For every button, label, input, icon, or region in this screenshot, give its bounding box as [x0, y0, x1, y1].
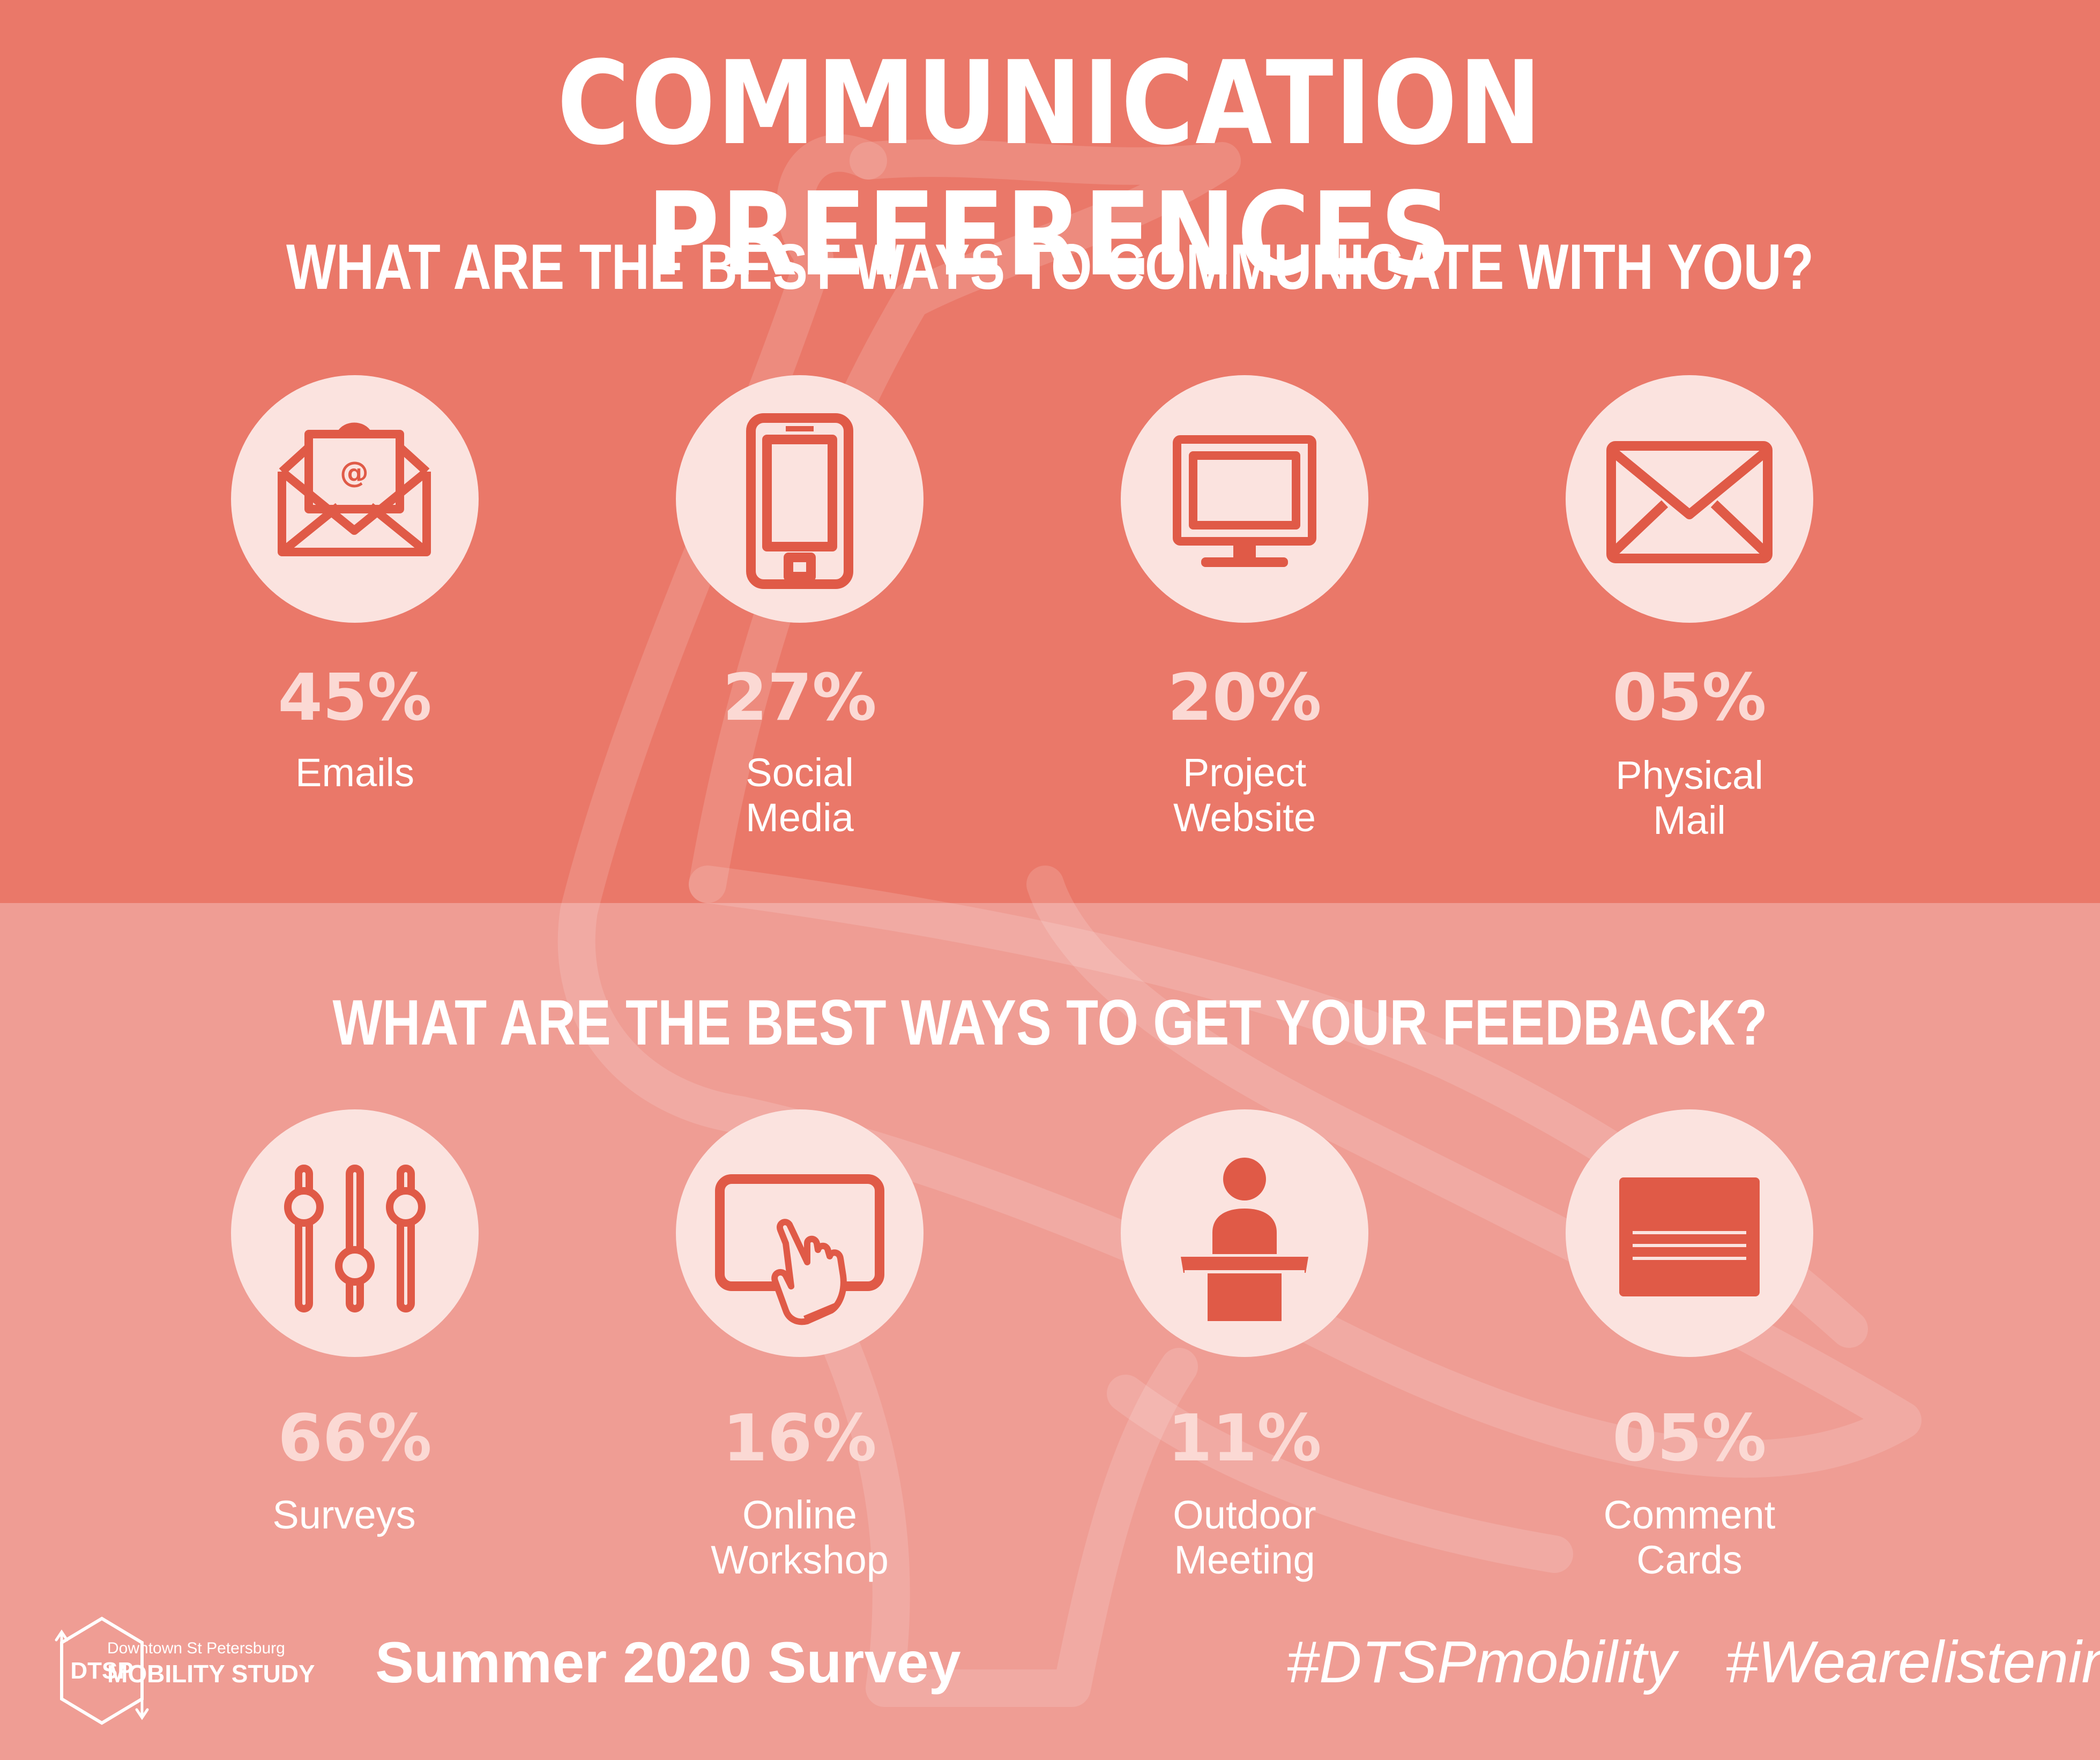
stat-label: Social Media [746, 750, 854, 840]
section1-question: WHAT ARE THE BEST WAYS TO COMMUNICATE WI… [286, 231, 1814, 303]
smartphone-icon [676, 375, 924, 623]
stat-label: Outdoor Meeting [1173, 1493, 1316, 1582]
stat-label: Emails [295, 750, 415, 795]
stat-percent: 45% [278, 661, 432, 735]
stat-percent: 27% [723, 661, 877, 735]
podium-icon [1121, 1109, 1368, 1357]
touchscreen-icon [676, 1109, 924, 1357]
stat-percent: 05% [1612, 661, 1767, 735]
stat-label: Online Workshop [711, 1493, 889, 1582]
stat-percent: 20% [1167, 661, 1322, 735]
stat-percent: 05% [1612, 1401, 1767, 1476]
sliders-icon [231, 1109, 479, 1357]
survey-label: Summer 2020 Survey [375, 1630, 961, 1695]
stat-label: Physical Mail [1615, 753, 1763, 842]
logo-title: MOBILITY STUDY [107, 1660, 315, 1688]
monitor-icon [1121, 375, 1368, 623]
svg-text:@: @ [340, 456, 369, 489]
card-icon [1566, 1109, 1813, 1357]
logo-subtitle: Downtown St Petersburg [107, 1639, 285, 1657]
dtsp-logo-text: DTSP [70, 1658, 133, 1684]
page-title: COMMUNICATION PREFERENCES [557, 36, 1543, 302]
dtsp-logo: DTSP [55, 1616, 149, 1725]
hashtags: #DTSPmobility #Wearelistening [1286, 1629, 2100, 1695]
envelope-icon [1566, 375, 1813, 623]
stat-label: Surveys [272, 1493, 416, 1537]
stat-label: Project Website [1173, 750, 1316, 840]
stat-percent: 11% [1167, 1401, 1322, 1476]
stat-percent: 16% [723, 1401, 877, 1476]
stat-percent: 66% [278, 1401, 432, 1476]
stat-label: Comment Cards [1603, 1493, 1776, 1582]
email-icon: @ [231, 375, 479, 623]
section2-question: WHAT ARE THE BEST WAYS TO GET YOUR FEEDB… [332, 987, 1768, 1058]
